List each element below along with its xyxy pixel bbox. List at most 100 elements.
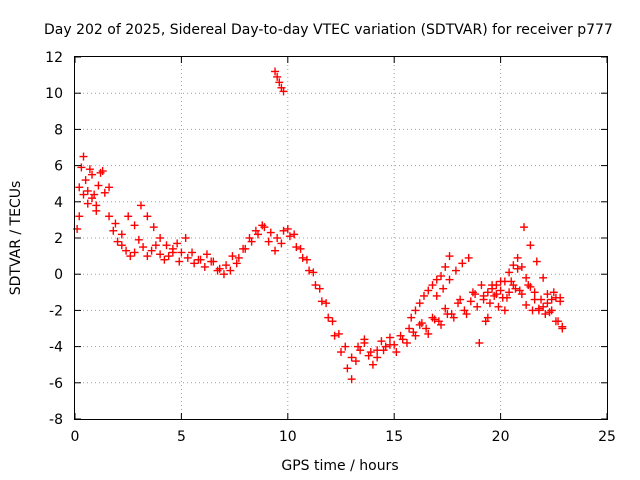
data-point	[126, 252, 135, 261]
data-point	[424, 286, 433, 295]
data-point	[232, 259, 241, 268]
y-axis-label: SDTVAR / TECUs	[8, 181, 24, 296]
y-tick-label: 4	[54, 195, 63, 211]
data-point	[479, 295, 488, 304]
data-point	[324, 313, 333, 322]
data-point	[162, 241, 171, 250]
data-point	[258, 221, 267, 230]
data-point	[443, 310, 452, 319]
data-point	[343, 364, 352, 373]
x-tick-label: 20	[492, 429, 510, 445]
data-point	[245, 234, 254, 242]
data-point	[437, 320, 446, 329]
data-point	[428, 281, 437, 290]
data-point	[462, 310, 471, 319]
data-point	[188, 248, 197, 257]
data-point	[143, 252, 152, 261]
data-point	[130, 248, 139, 257]
data-point	[445, 275, 454, 284]
data-point	[266, 228, 275, 237]
data-point	[509, 261, 518, 270]
data-point	[341, 342, 350, 351]
data-point	[283, 224, 292, 233]
data-point	[490, 291, 499, 300]
data-point	[277, 239, 286, 248]
x-tick-label: 25	[598, 429, 616, 445]
data-point	[228, 252, 237, 261]
data-point	[466, 297, 475, 306]
data-point	[207, 257, 216, 266]
data-point	[547, 295, 556, 304]
data-point	[330, 331, 339, 340]
data-point	[377, 337, 386, 346]
data-point	[143, 212, 152, 221]
data-point	[534, 304, 543, 313]
data-point	[219, 270, 228, 279]
x-tick-label: 15	[385, 429, 403, 445]
data-point	[520, 223, 529, 232]
data-point	[168, 248, 177, 257]
data-point	[530, 295, 539, 304]
data-point	[449, 313, 458, 322]
data-point	[139, 243, 148, 252]
data-point	[296, 244, 305, 253]
data-point	[134, 235, 143, 244]
data-point	[279, 226, 288, 235]
data-point	[351, 357, 360, 366]
data-point	[98, 167, 107, 176]
data-point	[385, 333, 394, 342]
data-point	[105, 212, 114, 221]
chart-title: Day 202 of 2025, Sidereal Day-to-day VTE…	[44, 22, 613, 38]
data-point	[88, 170, 97, 179]
data-point	[183, 253, 192, 262]
data-point	[419, 291, 428, 300]
data-point	[496, 286, 505, 295]
data-point	[160, 255, 169, 264]
data-point	[81, 176, 90, 185]
data-point	[271, 67, 280, 76]
data-point	[273, 72, 282, 81]
data-point	[543, 299, 552, 308]
data-point	[75, 212, 84, 221]
data-point	[175, 257, 184, 266]
data-point	[83, 199, 92, 208]
data-point	[439, 284, 448, 293]
data-point	[181, 234, 190, 242]
data-point	[79, 152, 88, 161]
data-point	[305, 266, 314, 275]
data-point	[309, 268, 318, 277]
data-point	[483, 313, 492, 322]
data-point	[502, 293, 511, 302]
data-point	[505, 288, 514, 297]
data-point	[366, 348, 375, 357]
y-tick-label: 0	[54, 267, 63, 283]
data-point	[275, 78, 284, 87]
data-point	[347, 353, 356, 362]
data-point	[422, 324, 431, 333]
data-point	[77, 163, 86, 172]
data-point	[113, 237, 122, 246]
data-point	[298, 253, 307, 262]
data-point	[124, 212, 133, 221]
y-tick-label: 8	[54, 122, 63, 138]
data-point	[251, 226, 260, 235]
data-point	[100, 188, 109, 197]
y-tick-label: -4	[49, 340, 63, 356]
data-point	[368, 360, 377, 369]
data-point	[485, 299, 494, 308]
data-point	[539, 302, 548, 311]
data-point	[488, 284, 497, 293]
data-point	[75, 183, 84, 192]
data-point	[528, 306, 537, 315]
data-point	[151, 241, 160, 250]
data-point	[411, 331, 420, 340]
data-point	[173, 239, 182, 248]
data-point	[402, 338, 411, 347]
data-point	[417, 319, 426, 328]
data-point	[539, 273, 548, 282]
y-tick-label: -2	[49, 303, 63, 319]
data-point	[202, 250, 211, 259]
y-tick-label: 2	[54, 231, 63, 247]
data-point	[441, 304, 450, 313]
